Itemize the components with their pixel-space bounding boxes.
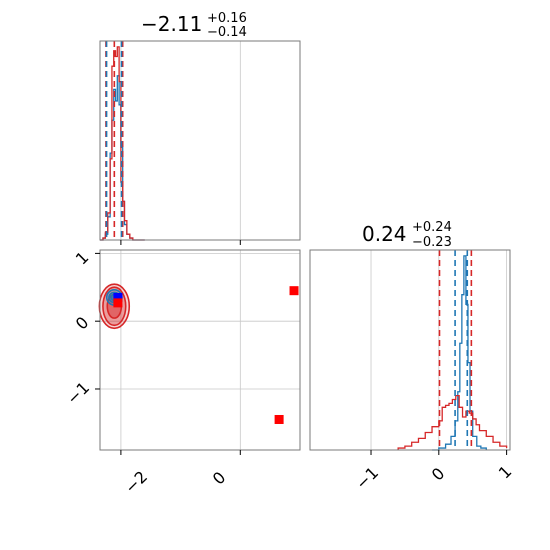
- histogram-series: [397, 255, 508, 451]
- title-plus: +0.16: [207, 11, 247, 26]
- x-tick-label: 0: [428, 464, 449, 485]
- histogram-step-line: [100, 46, 145, 241]
- panel-2d-contour: −2 0 1 0 −1: [63, 248, 301, 497]
- marker-point: [274, 414, 284, 424]
- y-tick-label: −1: [63, 378, 93, 408]
- marker-point: [289, 286, 299, 296]
- title-plus: +0.24: [412, 220, 452, 235]
- x-tick-label: −1: [352, 463, 382, 493]
- y-tick-label: 0: [72, 313, 93, 334]
- x-tick-label: −2: [121, 467, 151, 497]
- title-minus: −0.23: [412, 235, 452, 250]
- panel-param2-histogram: −1 0 1 0.24 +0.24 −0.23: [309, 220, 516, 493]
- x-tick-label: 0: [209, 468, 230, 489]
- marker-points: [113, 286, 299, 424]
- title-median: 0.24: [362, 222, 407, 246]
- histogram-step-line: [397, 394, 508, 450]
- title-minus: −0.14: [207, 25, 247, 40]
- quantile-lines: [105, 41, 124, 240]
- axes-frame: [99, 40, 301, 241]
- histogram-series: [100, 46, 145, 241]
- grid: [100, 250, 300, 450]
- panel-param1-histogram: −2.11 +0.16 −0.14: [99, 11, 301, 245]
- y-tick-label: 1: [72, 248, 93, 269]
- title-median: −2.11: [141, 12, 202, 36]
- marker-point: [113, 298, 123, 308]
- x-ticks: [370, 450, 508, 455]
- marker-point: [113, 292, 123, 302]
- x-tick-label: 1: [495, 462, 516, 483]
- y-ticks: [95, 252, 100, 390]
- x-ticks: [120, 240, 241, 245]
- axes-frame: [99, 249, 301, 451]
- histogram-step-line: [432, 255, 487, 451]
- quantile-lines: [438, 250, 473, 450]
- grid: [120, 41, 241, 240]
- axes-frame: [309, 249, 511, 451]
- x-ticks: [120, 450, 241, 455]
